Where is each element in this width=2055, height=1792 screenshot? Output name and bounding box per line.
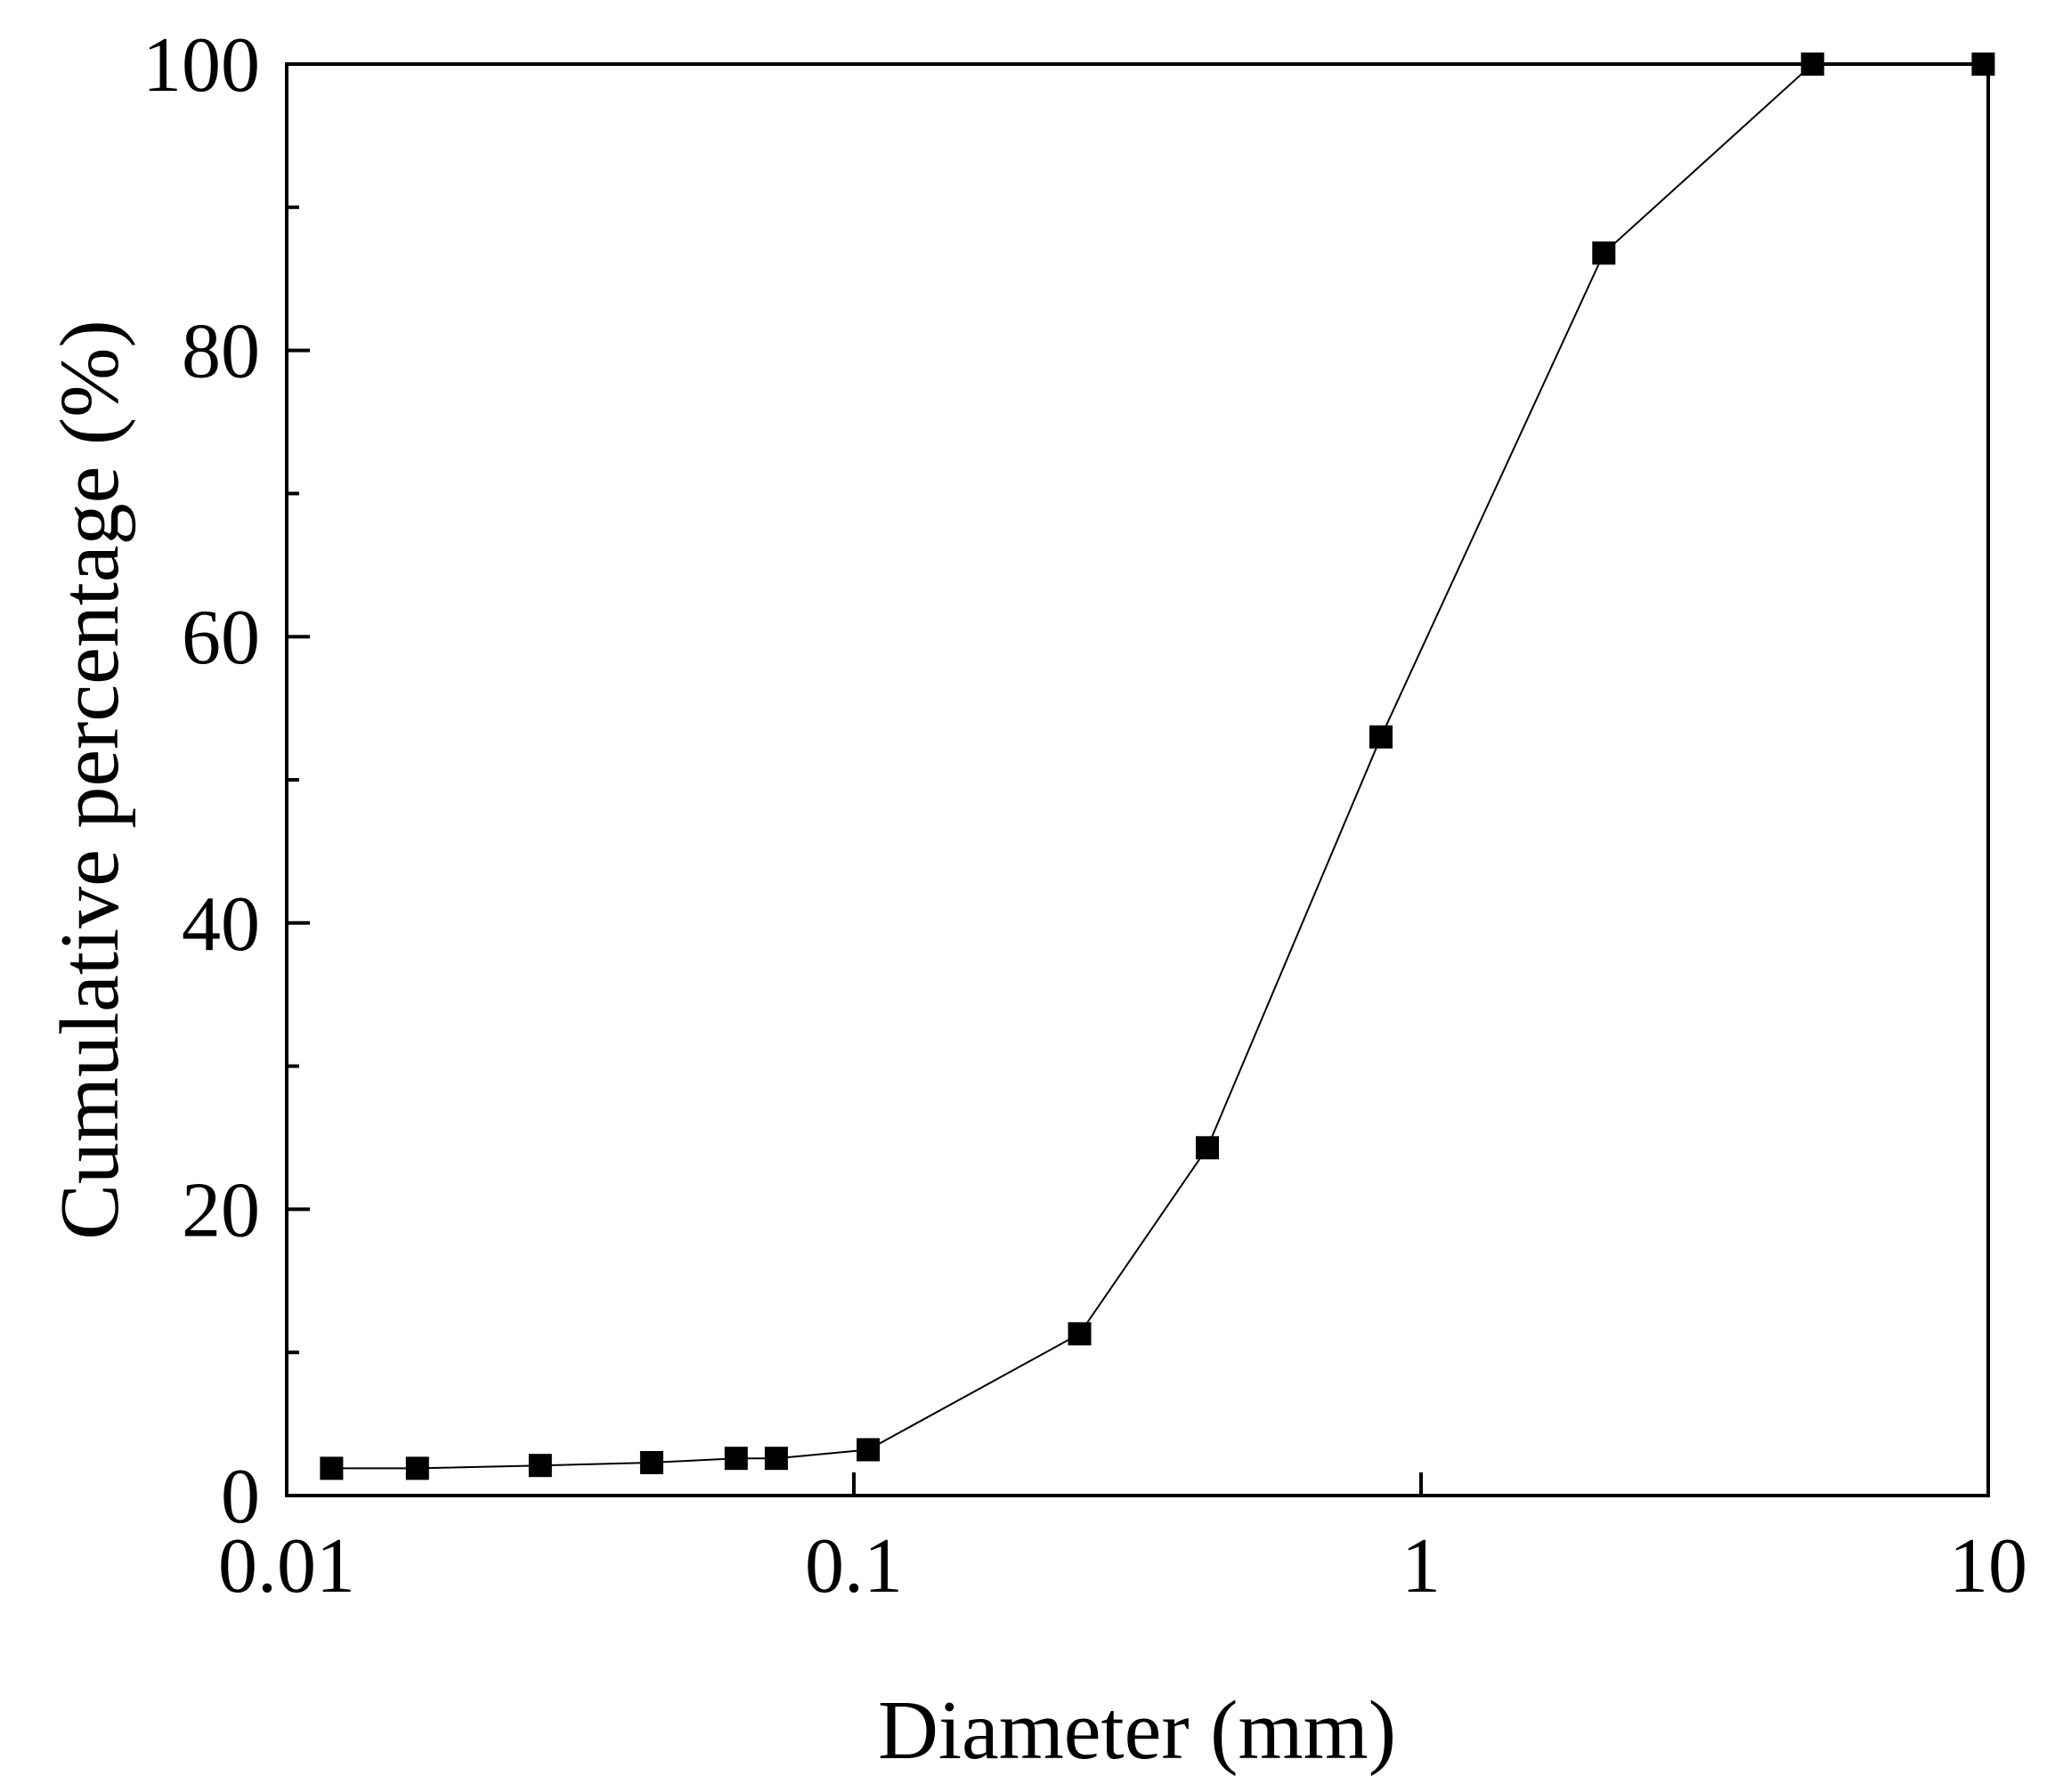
data-point-marker xyxy=(320,1456,344,1480)
x-tick-label: 10 xyxy=(1949,1523,2027,1610)
data-point-marker xyxy=(1369,725,1393,749)
x-tick-label: 1 xyxy=(1401,1523,1441,1610)
plot-frame xyxy=(285,62,1990,1497)
data-point-marker xyxy=(528,1454,552,1478)
y-tick-label: 100 xyxy=(142,22,260,109)
data-point-marker xyxy=(1592,241,1616,265)
data-point-marker xyxy=(1971,53,1995,76)
y-tick-label: 0 xyxy=(221,1454,260,1540)
data-point-marker xyxy=(639,1451,663,1474)
y-tick-label: 60 xyxy=(182,595,260,681)
data-point-marker xyxy=(764,1447,788,1471)
data-point-marker xyxy=(857,1438,881,1462)
data-point-marker xyxy=(1068,1322,1092,1346)
y-tick-label: 80 xyxy=(182,309,260,395)
data-point-marker xyxy=(724,1447,748,1471)
y-axis-title: Cumulative percentage (%) xyxy=(44,320,136,1240)
y-tick-label: 40 xyxy=(182,881,260,968)
axis-ticks xyxy=(285,62,1990,1497)
data-markers xyxy=(320,53,1995,1480)
x-axis-title: Diameter (mm) xyxy=(878,1684,1396,1777)
series-line xyxy=(331,63,1984,1470)
data-point-marker xyxy=(1800,53,1824,76)
y-tick-label: 20 xyxy=(182,1167,260,1253)
data-point-marker xyxy=(405,1456,429,1480)
data-point-marker xyxy=(1196,1136,1219,1160)
x-tick-label: 0.1 xyxy=(805,1523,903,1610)
x-tick-label: 0.01 xyxy=(218,1523,355,1610)
